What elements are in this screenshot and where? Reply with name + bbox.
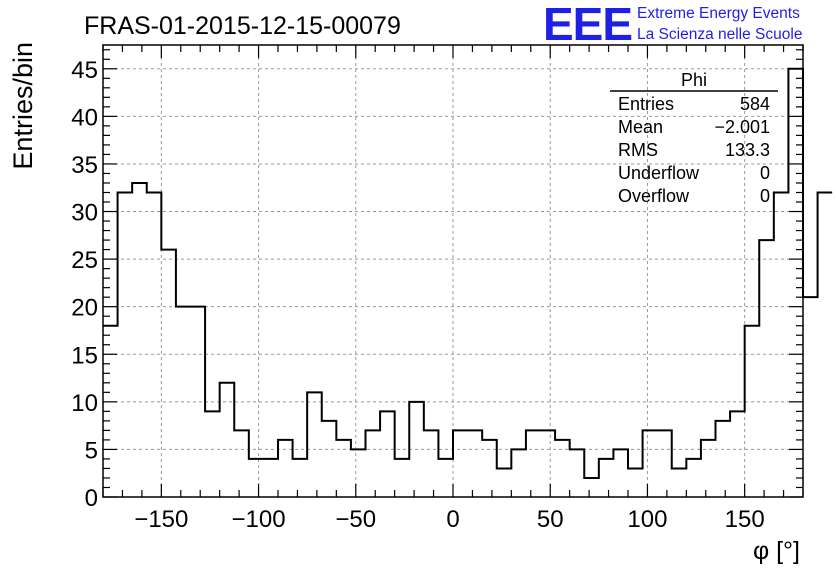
y-tick-label: 30: [71, 200, 98, 227]
stats-value-entries: 584: [740, 94, 770, 114]
x-tick-label: −150: [134, 506, 188, 533]
y-axis-title: Entries/bin: [8, 42, 38, 170]
stats-value-rms: 133.3: [725, 140, 770, 160]
eee-logo: EEE Extreme Energy Events La Scienza nel…: [543, 0, 802, 50]
axis-ticks: [102, 45, 804, 498]
y-tick-label: 25: [71, 247, 98, 274]
stats-value-underflow: 0: [760, 163, 770, 183]
y-tick-label: 45: [71, 57, 98, 84]
stats-value-mean: −2.001: [714, 117, 770, 137]
x-tick-label: 50: [537, 506, 564, 533]
x-tick-label: 100: [627, 506, 667, 533]
y-tick-label: 0: [85, 485, 98, 512]
x-tick-label: 150: [725, 506, 765, 533]
grid-lines: [103, 45, 803, 497]
stats-label-mean: Mean: [618, 117, 663, 137]
y-tick-label: 15: [71, 342, 98, 369]
x-tick-label: −50: [335, 506, 376, 533]
plot-title: FRAS-01-2015-12-15-00079: [84, 12, 401, 40]
y-tick-label: 10: [71, 390, 98, 417]
x-axis-title: φ [°]: [753, 537, 800, 565]
y-tick-label: 35: [71, 152, 98, 179]
stats-label-entries: Entries: [618, 94, 674, 114]
stats-label-underflow: Underflow: [618, 163, 700, 183]
x-tick-label: −100: [232, 506, 286, 533]
y-tick-label: 40: [71, 104, 98, 131]
eee-logo-mark: EEE: [543, 0, 632, 50]
y-tick-label: 5: [85, 437, 98, 464]
logo-line-1: Extreme Energy Events: [637, 5, 800, 22]
stats-label-overflow: Overflow: [618, 186, 690, 206]
y-tick-label: 20: [71, 295, 98, 322]
histogram-line: [103, 67, 833, 479]
stats-label-rms: RMS: [618, 140, 658, 160]
stats-value-overflow: 0: [760, 186, 770, 206]
stats-box: Phi Entries 584 Mean −2.001 RMS 133.3 Un…: [610, 70, 778, 206]
stats-title: Phi: [681, 70, 707, 90]
logo-line-2: La Scienza nelle Scuole: [637, 26, 802, 43]
x-tick-label: 0: [446, 506, 459, 533]
axis-tick-labels: −150 −100 −50 0 50 100 150 0 5 10 15 20 25 30 35 40 45: [71, 57, 764, 533]
